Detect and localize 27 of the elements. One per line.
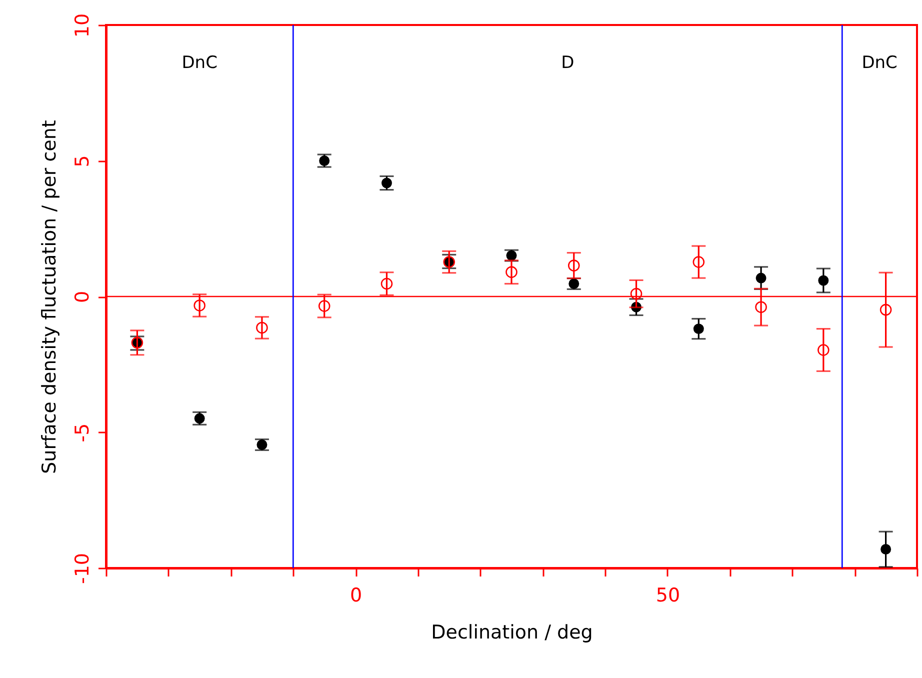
point [756, 272, 766, 284]
point [818, 344, 830, 356]
y-tick-label: 10 [72, 13, 94, 38]
point [256, 322, 268, 334]
annotation: D [561, 53, 574, 73]
annotation: DnC [862, 53, 898, 73]
point [318, 300, 330, 312]
point [380, 278, 393, 290]
point [693, 324, 704, 334]
y-tick-label: -10 [72, 552, 94, 584]
point [194, 300, 206, 312]
point [880, 304, 892, 316]
annotation: DnC [182, 53, 218, 73]
y-axis-title: Surface density fluctuation / per cent [38, 120, 60, 474]
point [755, 301, 767, 313]
y-tick-label: 5 [72, 155, 94, 168]
x-axis-title: Declination / deg [431, 622, 593, 644]
point [381, 178, 392, 188]
point [568, 260, 580, 272]
point [506, 266, 518, 278]
point [818, 275, 829, 286]
point [692, 256, 705, 268]
point [880, 544, 892, 554]
y-tick-label: 0 [72, 290, 94, 304]
point [630, 288, 642, 300]
y-tick-label: -5 [72, 423, 94, 442]
x-tick-label: 50 [656, 584, 680, 606]
